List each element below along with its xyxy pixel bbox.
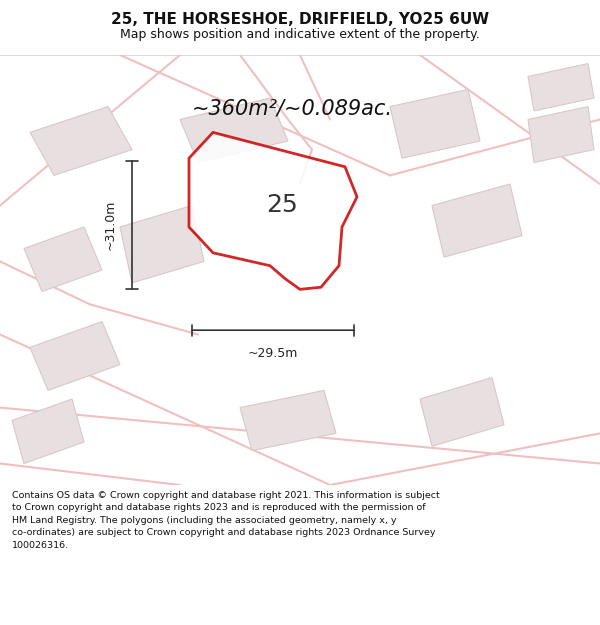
Polygon shape xyxy=(120,206,204,283)
Text: ~29.5m: ~29.5m xyxy=(248,348,298,361)
Text: Contains OS data © Crown copyright and database right 2021. This information is : Contains OS data © Crown copyright and d… xyxy=(12,491,440,549)
Polygon shape xyxy=(30,322,120,391)
Polygon shape xyxy=(528,107,594,162)
Polygon shape xyxy=(24,227,102,291)
Text: ~31.0m: ~31.0m xyxy=(104,199,117,250)
Polygon shape xyxy=(12,399,84,464)
Polygon shape xyxy=(189,132,357,289)
Polygon shape xyxy=(432,184,522,257)
Polygon shape xyxy=(180,98,288,162)
Polygon shape xyxy=(528,64,594,111)
Text: ~360m²/~0.089ac.: ~360m²/~0.089ac. xyxy=(192,98,393,118)
Polygon shape xyxy=(420,378,504,446)
Polygon shape xyxy=(390,89,480,158)
Text: 25: 25 xyxy=(266,194,298,218)
Text: Map shows position and indicative extent of the property.: Map shows position and indicative extent… xyxy=(120,28,480,41)
Polygon shape xyxy=(30,107,132,176)
Polygon shape xyxy=(240,391,336,451)
Text: 25, THE HORSESHOE, DRIFFIELD, YO25 6UW: 25, THE HORSESHOE, DRIFFIELD, YO25 6UW xyxy=(111,12,489,27)
